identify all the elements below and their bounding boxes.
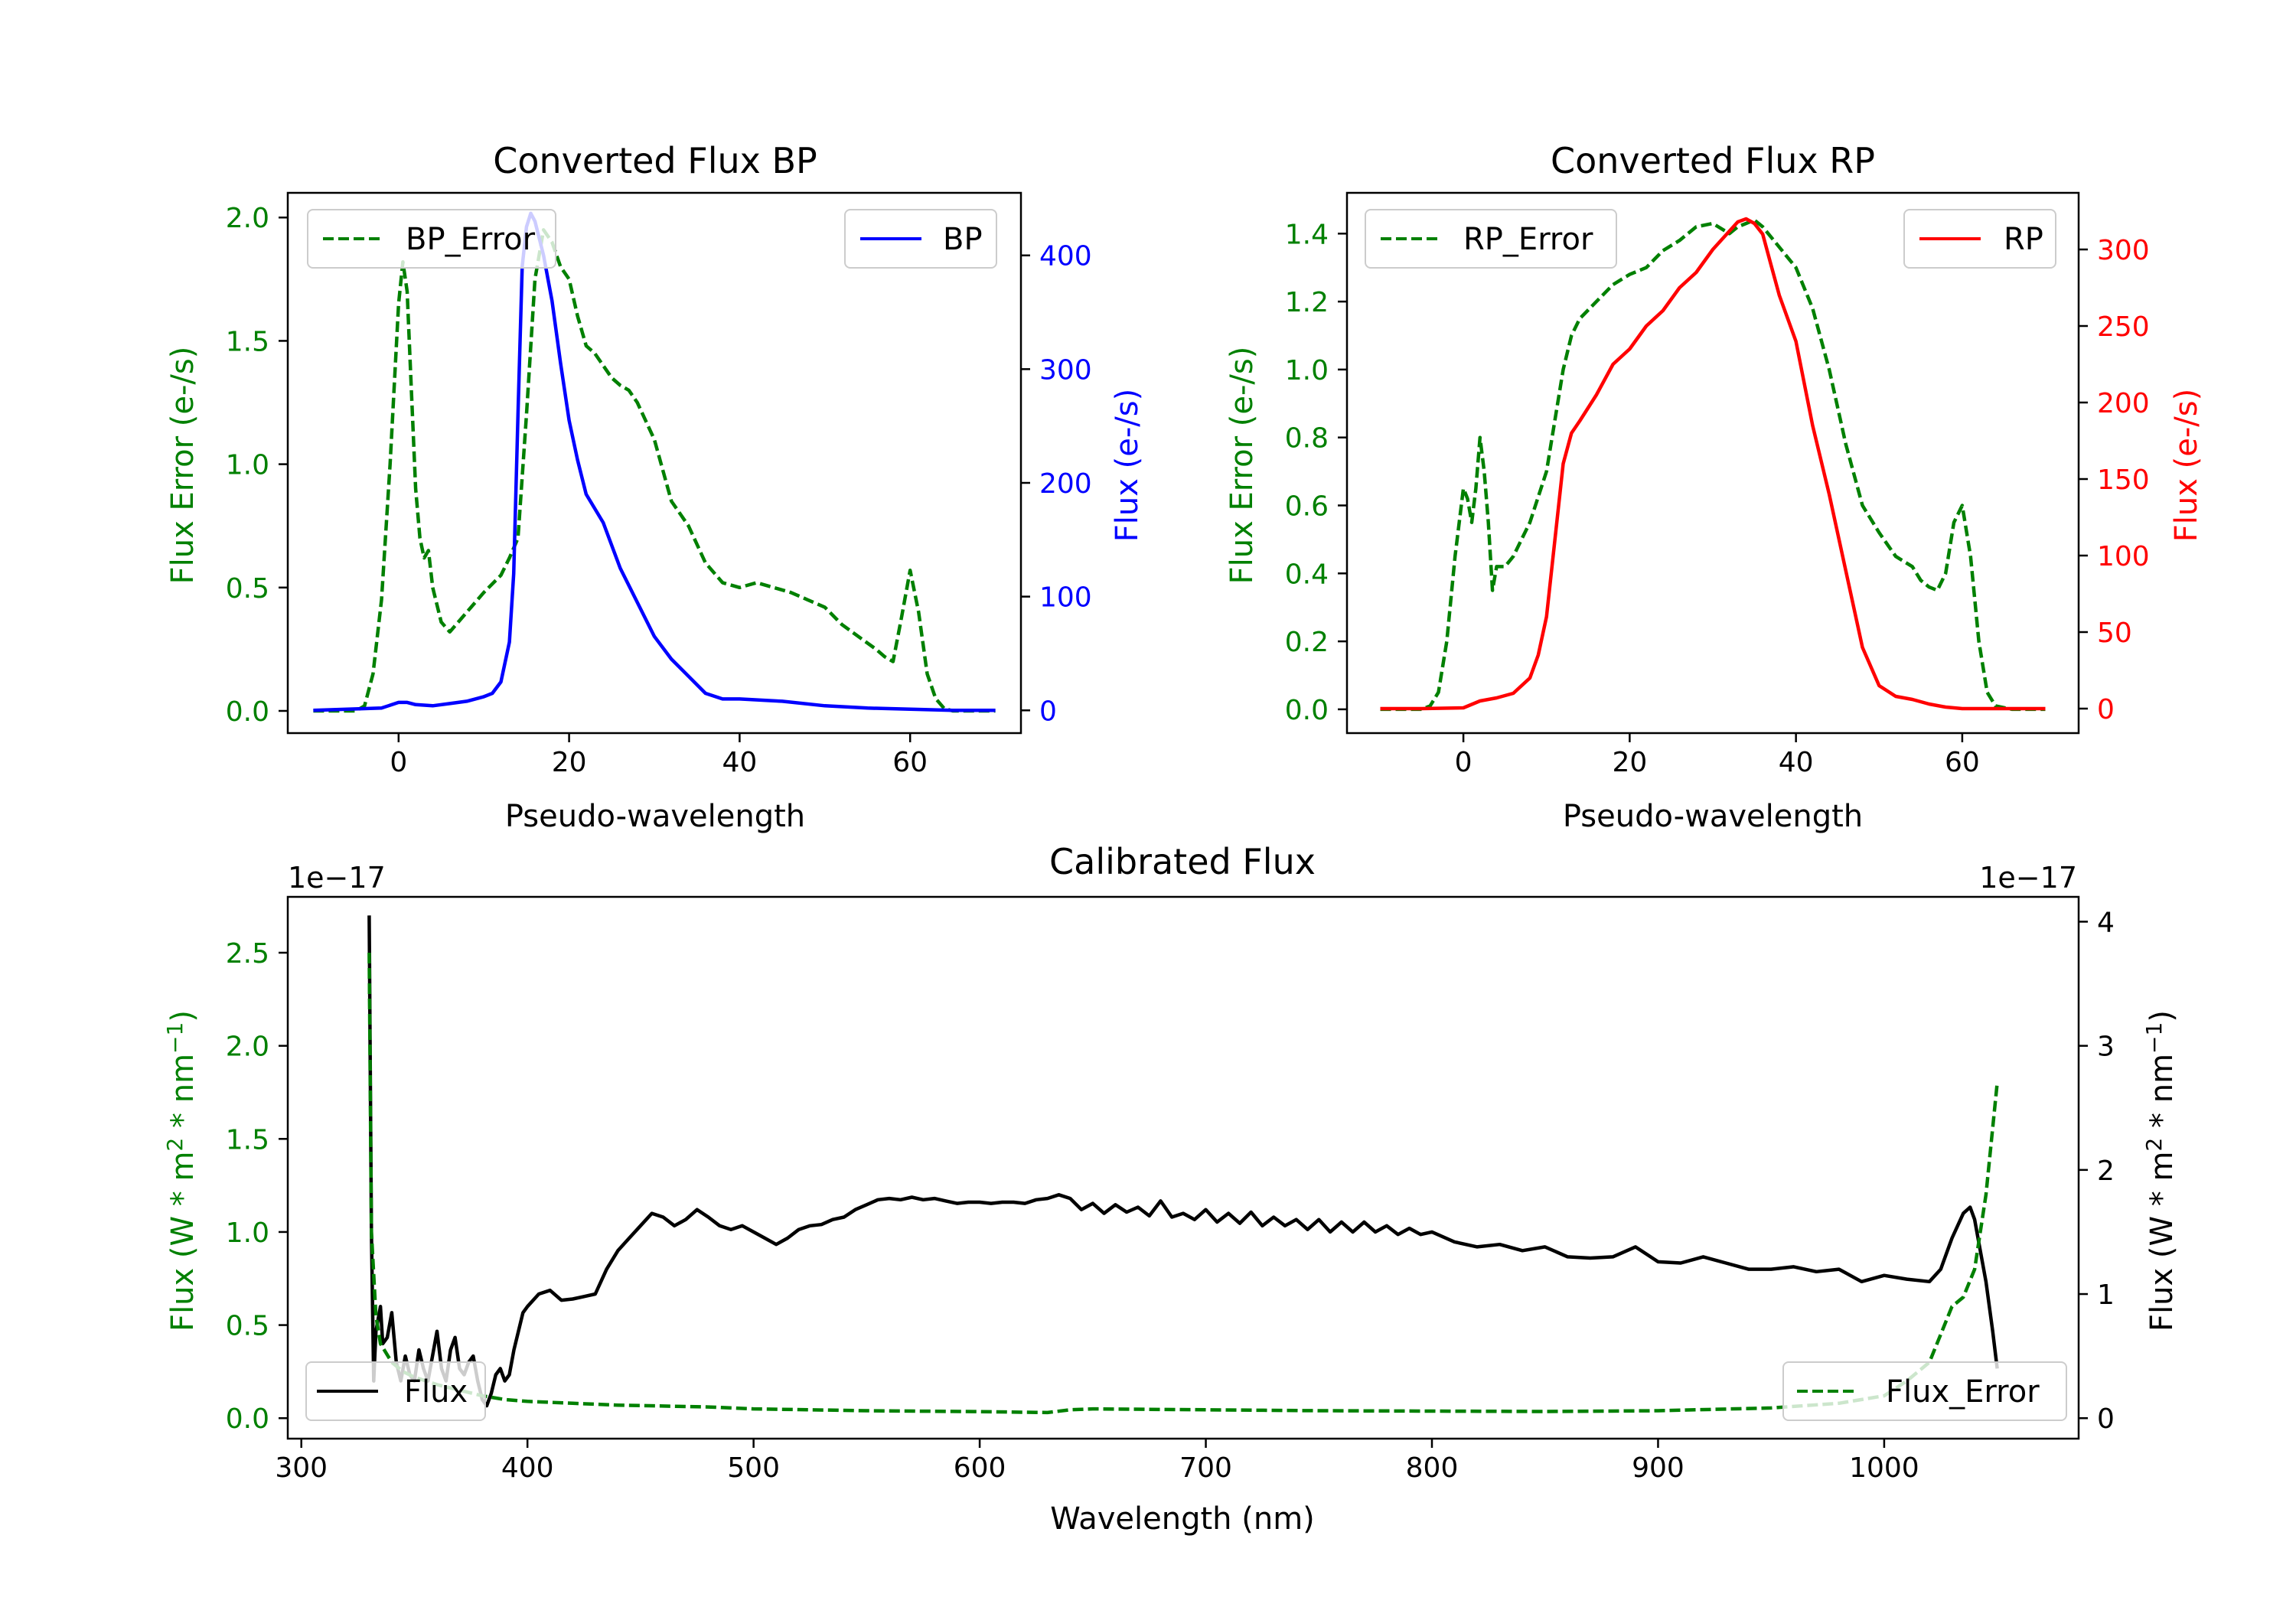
calibrated-right-offset-text: 1e−17 — [1979, 861, 2077, 895]
bp-right-axis-label: Flux (e-/s) — [1110, 389, 1145, 542]
bp-legend: BP — [844, 209, 997, 269]
rp-left-y-tick-label: 0.2 — [1285, 627, 1329, 658]
rp-right-y-tick-label: 150 — [2097, 464, 2150, 496]
bp-right-y-tick-label: 400 — [1039, 241, 1092, 272]
bp-right-y-tick-label: 100 — [1039, 582, 1092, 614]
bp-plot: 0 20 40 60 0.0 0.5 1.0 1.5 2.0 0 100 200 300 400 — [226, 191, 1092, 778]
bp-x-axis-label: Pseudo-wavelength — [505, 799, 805, 834]
rp-left-axis-label: Flux Error (e-/s) — [1225, 347, 1260, 585]
calibrated-x-tick-label: 300 — [275, 1452, 328, 1484]
rp-x-axis-label: Pseudo-wavelength — [1563, 799, 1863, 834]
flux-error-legend-label: Flux_Error — [1886, 1374, 2040, 1410]
rp-plot: 0 20 40 60 0.0 0.2 0.4 0.6 0.8 1.0 1.2 1.4 0 50 100 150… — [1285, 191, 2150, 778]
rp-error-legend-label: RP_Error — [1463, 222, 1593, 257]
calibrated-x-tick-label: 500 — [727, 1452, 780, 1484]
rp-right-y-tick-label: 0 — [2097, 694, 2115, 725]
calibrated-left-y-tick-label: 2.0 — [226, 1032, 269, 1063]
rp-right-y-tick-label: 100 — [2097, 541, 2150, 572]
flux-legend-label: Flux — [404, 1374, 468, 1410]
calibrated-left-y-tick-label: 1.5 — [226, 1124, 269, 1156]
rp-right-axis-label: Flux (e-/s) — [2169, 389, 2204, 542]
bp-series-bp-error — [313, 228, 996, 713]
calibrated-left-y-tick-label: 1.0 — [226, 1217, 269, 1249]
rp-left-y-tick-label: 1.0 — [1285, 355, 1329, 386]
calibrated-x-tick-label: 1000 — [1849, 1452, 1919, 1484]
bp-right-y-tick-label: 200 — [1039, 468, 1092, 500]
calibrated-x-tick-label: 700 — [1179, 1452, 1232, 1484]
bp-left-y-tick-label: 1.5 — [226, 326, 269, 357]
bp-axes-frame — [286, 191, 1022, 735]
bp-x-tick-label: 40 — [722, 747, 757, 778]
rp-title: Converted Flux RP — [1551, 140, 1875, 181]
rp-x-tick-label: 0 — [1455, 747, 1473, 778]
rp-right-y-tick-label: 50 — [2097, 618, 2132, 649]
bp-series-bp — [313, 211, 996, 712]
calibrated-x-axis-label: Wavelength (nm) — [1050, 1501, 1315, 1537]
rp-error-legend: RP_Error — [1365, 209, 1617, 269]
rp-right-y-tick-label: 200 — [2097, 388, 2150, 419]
bp-left-y-tick-label: 2.0 — [226, 203, 269, 234]
bp-error-legend-label: BP_Error — [406, 222, 536, 257]
rp-left-y-tick-label: 1.4 — [1285, 219, 1329, 250]
calibrated-right-y-tick-label: 0 — [2097, 1403, 2115, 1435]
calibrated-title: Calibrated Flux — [1049, 841, 1316, 882]
rp-legend: RP — [1903, 209, 2056, 269]
calibrated-right-y-tick-label: 3 — [2097, 1032, 2115, 1063]
rp-legend-label: RP — [2004, 222, 2043, 257]
calibrated-x-tick-label: 900 — [1632, 1452, 1684, 1484]
bp-right-y-tick-label: 300 — [1039, 354, 1092, 386]
bp-left-axis-label: Flux Error (e-/s) — [165, 347, 201, 585]
rp-right-y-tick-label: 300 — [2097, 235, 2150, 266]
rp-series-rp-error — [1380, 218, 2046, 712]
rp-axes-frame — [1345, 191, 2080, 735]
bp-left-y-tick-label: 0.0 — [226, 696, 269, 728]
rp-left-y-tick-label: 0.4 — [1285, 559, 1329, 590]
flux-legend: Flux — [305, 1361, 486, 1421]
calibrated-right-y-tick-label: 2 — [2097, 1156, 2115, 1187]
calibrated-left-axis-label: Flux (W * m2 * nm−1) — [162, 1010, 201, 1332]
rp-x-tick-label: 20 — [1612, 747, 1647, 778]
rp-series-rp — [1380, 217, 2046, 711]
bp-x-tick-label: 20 — [552, 747, 587, 778]
calibrated-left-offset-text: 1e−17 — [288, 861, 386, 895]
calibrated-right-y-tick-label: 1 — [2097, 1279, 2115, 1311]
rp-left-y-tick-label: 1.2 — [1285, 287, 1329, 318]
rp-right-y-tick-label: 250 — [2097, 311, 2150, 343]
rp-left-y-tick-label: 0.8 — [1285, 423, 1329, 455]
rp-x-tick-label: 60 — [1945, 747, 1980, 778]
calibrated-x-tick-label: 800 — [1406, 1452, 1459, 1484]
bp-x-tick-label: 60 — [892, 747, 928, 778]
calibrated-series-flux — [367, 915, 1999, 1408]
calibrated-axes-frame — [286, 895, 2080, 1440]
calibrated-series-flux-error — [367, 952, 1999, 1415]
calibrated-panel: Calibrated Flux 1e−17 1e−17 300 400 500 600… — [162, 841, 2180, 1537]
calibrated-right-y-tick-label: 4 — [2097, 907, 2115, 938]
bp-panel: Converted Flux BP 0 20 40 60 0.0 0.5 1.0 1.5 2.0… — [165, 140, 1145, 834]
calibrated-right-axis-label: Flux (W * m2 * nm−1) — [2141, 1010, 2180, 1332]
calibrated-x-tick-label: 600 — [954, 1452, 1006, 1484]
bp-right-y-tick-label: 0 — [1039, 696, 1057, 727]
rp-panel: Converted Flux RP 0 20 40 60 0.0 0.2 0.4 0.6 0.8… — [1225, 140, 2204, 834]
bp-x-tick-label: 0 — [390, 747, 407, 778]
rp-left-y-tick-label: 0.0 — [1285, 695, 1329, 726]
bp-error-legend: BP_Error — [307, 209, 556, 269]
bp-legend-label: BP — [943, 222, 983, 257]
rp-left-y-tick-label: 0.6 — [1285, 491, 1329, 523]
calibrated-left-y-tick-label: 2.5 — [226, 938, 269, 970]
bp-left-y-tick-label: 0.5 — [226, 573, 269, 605]
bp-title: Converted Flux BP — [493, 140, 817, 181]
bp-left-y-tick-label: 1.0 — [226, 450, 269, 481]
calibrated-left-y-tick-label: 0.5 — [226, 1311, 269, 1342]
rp-x-tick-label: 40 — [1779, 747, 1814, 778]
calibrated-plot: 300 400 500 600 700 800 900 1000 0.0 0.5 1.0 1.5 2.0… — [226, 895, 2115, 1484]
calibrated-left-y-tick-label: 0.0 — [226, 1403, 269, 1435]
calibrated-x-tick-label: 400 — [501, 1452, 554, 1484]
flux-error-legend: Flux_Error — [1782, 1361, 2067, 1421]
